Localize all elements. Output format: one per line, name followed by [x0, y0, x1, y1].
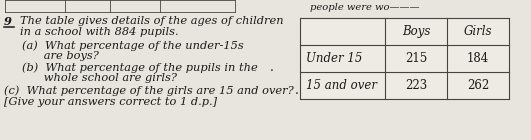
Text: (a)  What percentage of the under-15s: (a) What percentage of the under-15s: [22, 40, 244, 51]
Text: in a school with 884 pupils.: in a school with 884 pupils.: [20, 27, 178, 37]
Text: people were wo———: people were wo———: [310, 3, 419, 12]
Text: 262: 262: [467, 79, 489, 92]
Text: are boys?: are boys?: [22, 51, 99, 61]
Text: Boys: Boys: [402, 25, 430, 38]
Text: 184: 184: [467, 52, 489, 65]
Text: (b)  What percentage of the pupils in the: (b) What percentage of the pupils in the: [22, 62, 258, 73]
Text: [Give your answers correct to 1 d.p.]: [Give your answers correct to 1 d.p.]: [4, 97, 217, 107]
Text: ·: ·: [295, 88, 299, 101]
Text: ·: ·: [270, 65, 274, 78]
Text: Girls: Girls: [464, 25, 492, 38]
Text: 223: 223: [405, 79, 427, 92]
Text: whole school are girls?: whole school are girls?: [22, 73, 177, 83]
Text: The table gives details of the ages of children: The table gives details of the ages of c…: [20, 16, 284, 26]
Text: Under 15: Under 15: [306, 52, 362, 65]
Text: 215: 215: [405, 52, 427, 65]
Bar: [300, 18, 509, 99]
Text: 15 and over: 15 and over: [306, 79, 377, 92]
Text: (c)  What percentage of the girls are 15 and over?: (c) What percentage of the girls are 15 …: [4, 85, 294, 96]
Text: 9: 9: [4, 16, 12, 27]
